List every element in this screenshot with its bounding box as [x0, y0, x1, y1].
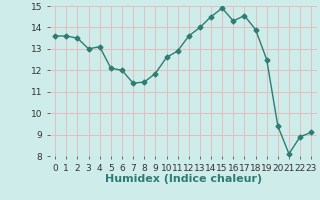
X-axis label: Humidex (Indice chaleur): Humidex (Indice chaleur) [105, 174, 262, 184]
